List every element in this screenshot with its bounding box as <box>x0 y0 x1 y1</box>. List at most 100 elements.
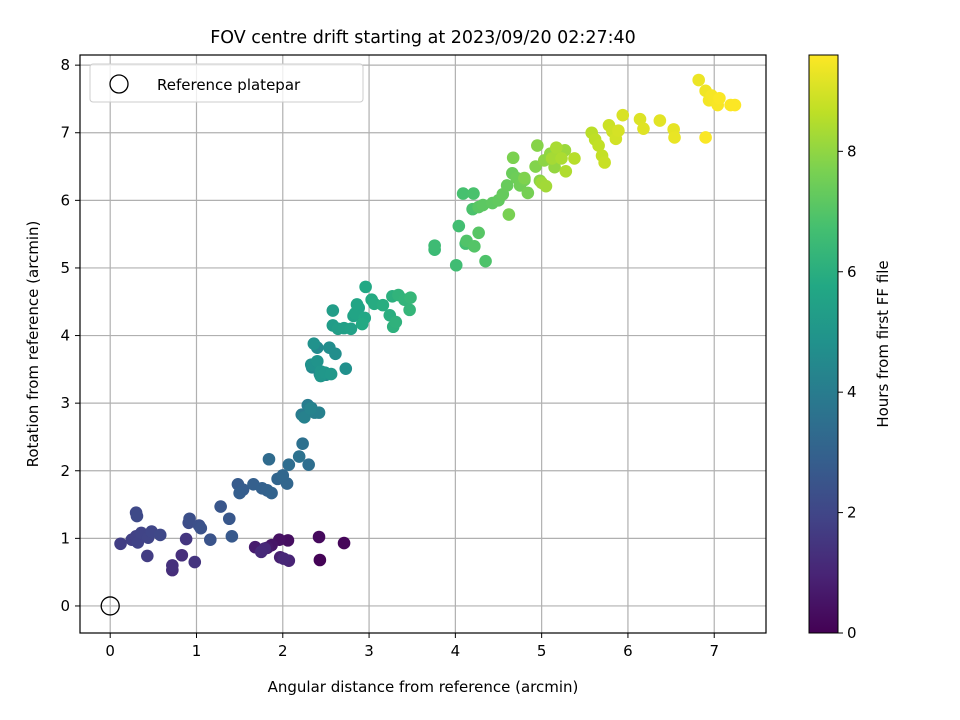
data-point <box>183 512 196 526</box>
data-point <box>179 532 193 546</box>
data-point <box>598 156 611 169</box>
y-axis: 0 1 2 3 4 5 6 7 8 <box>60 56 80 615</box>
legend-entry-reference-platepar: Reference platepar <box>157 76 301 94</box>
data-point <box>307 337 321 350</box>
data-point <box>359 280 372 294</box>
data-point <box>713 91 726 105</box>
data-point <box>203 533 217 547</box>
reference-platepar-marker <box>100 596 120 616</box>
data-point <box>292 450 306 463</box>
x-axis: 0 1 2 3 4 5 6 7 <box>105 633 719 660</box>
data-point <box>339 362 353 375</box>
legend-box <box>89 63 364 103</box>
data-point <box>479 254 492 268</box>
colorbar-label: Hours from first FF file <box>874 260 892 427</box>
data-point <box>616 108 630 122</box>
data-point <box>282 458 296 471</box>
data-point <box>506 151 520 165</box>
colorbar-tick-label: 6 <box>847 263 857 281</box>
y-tick-label: 7 <box>60 124 70 142</box>
data-point <box>130 509 144 523</box>
data-point <box>559 164 573 178</box>
data-point <box>633 112 647 126</box>
data-point <box>313 553 327 567</box>
data-point <box>350 298 364 311</box>
data-point <box>531 139 544 152</box>
plot-frame <box>79 54 767 634</box>
colorbar-tick-label: 4 <box>847 383 857 401</box>
data-point <box>539 179 553 193</box>
data-point <box>304 402 317 415</box>
data-point <box>612 124 625 138</box>
colorbar-gradient <box>808 54 839 634</box>
data-point <box>592 139 605 152</box>
data-point <box>728 98 742 112</box>
chart-title: FOV centre drift starting at 2023/09/20 … <box>210 28 636 48</box>
x-tick-label: 6 <box>623 642 633 660</box>
data-point <box>310 354 324 368</box>
data-point <box>653 114 667 127</box>
data-point <box>452 219 466 233</box>
data-point <box>403 303 416 317</box>
data-point <box>277 552 290 565</box>
data-point <box>389 315 403 329</box>
data-points <box>100 73 742 616</box>
data-point <box>326 304 340 317</box>
data-point <box>456 187 470 200</box>
data-point <box>153 528 167 542</box>
data-point <box>692 73 705 87</box>
colorbar-tick-label: 2 <box>847 504 857 522</box>
data-point <box>329 347 342 361</box>
y-tick-label: 5 <box>60 259 70 277</box>
data-point <box>668 131 681 144</box>
data-point <box>550 141 563 154</box>
data-point <box>428 239 441 252</box>
colorbar-tick-label: 8 <box>847 142 857 160</box>
data-point <box>233 486 246 500</box>
data-point <box>175 548 189 562</box>
y-axis-label: Rotation from reference (arcmin) <box>24 221 42 468</box>
y-tick-label: 3 <box>60 394 70 412</box>
y-tick-label: 2 <box>60 462 70 480</box>
x-axis-label: Angular distance from reference (arcmin) <box>268 678 579 696</box>
data-point <box>518 171 531 185</box>
x-tick-label: 2 <box>278 642 288 660</box>
data-point <box>568 152 581 165</box>
data-point <box>324 367 338 381</box>
data-point <box>555 152 568 165</box>
data-point <box>296 437 309 451</box>
data-point <box>468 240 481 253</box>
x-tick-label: 0 <box>105 642 115 660</box>
x-tick-label: 7 <box>709 642 719 660</box>
data-point <box>472 226 485 240</box>
data-point <box>302 458 315 471</box>
data-point <box>262 452 276 466</box>
data-point <box>141 549 154 563</box>
data-point <box>500 179 514 192</box>
data-point <box>476 198 490 212</box>
x-tick-label: 4 <box>451 642 461 660</box>
data-point <box>276 469 290 482</box>
data-point <box>521 186 535 200</box>
data-point <box>131 536 145 549</box>
legend-marker-icon <box>109 74 129 94</box>
data-point <box>449 258 463 272</box>
y-tick-label: 6 <box>60 191 70 209</box>
data-point <box>344 322 358 336</box>
grid <box>80 55 766 633</box>
data-point <box>312 530 326 544</box>
data-point <box>467 187 480 200</box>
data-point <box>225 530 239 543</box>
y-tick-label: 4 <box>60 327 70 345</box>
data-point <box>188 555 202 569</box>
data-point <box>265 486 278 500</box>
y-tick-label: 1 <box>60 529 70 547</box>
data-point <box>545 152 559 165</box>
data-point <box>254 545 268 559</box>
data-point <box>637 122 650 135</box>
data-point <box>502 208 516 221</box>
legend: Reference platepar <box>89 63 364 103</box>
data-point <box>194 521 208 535</box>
